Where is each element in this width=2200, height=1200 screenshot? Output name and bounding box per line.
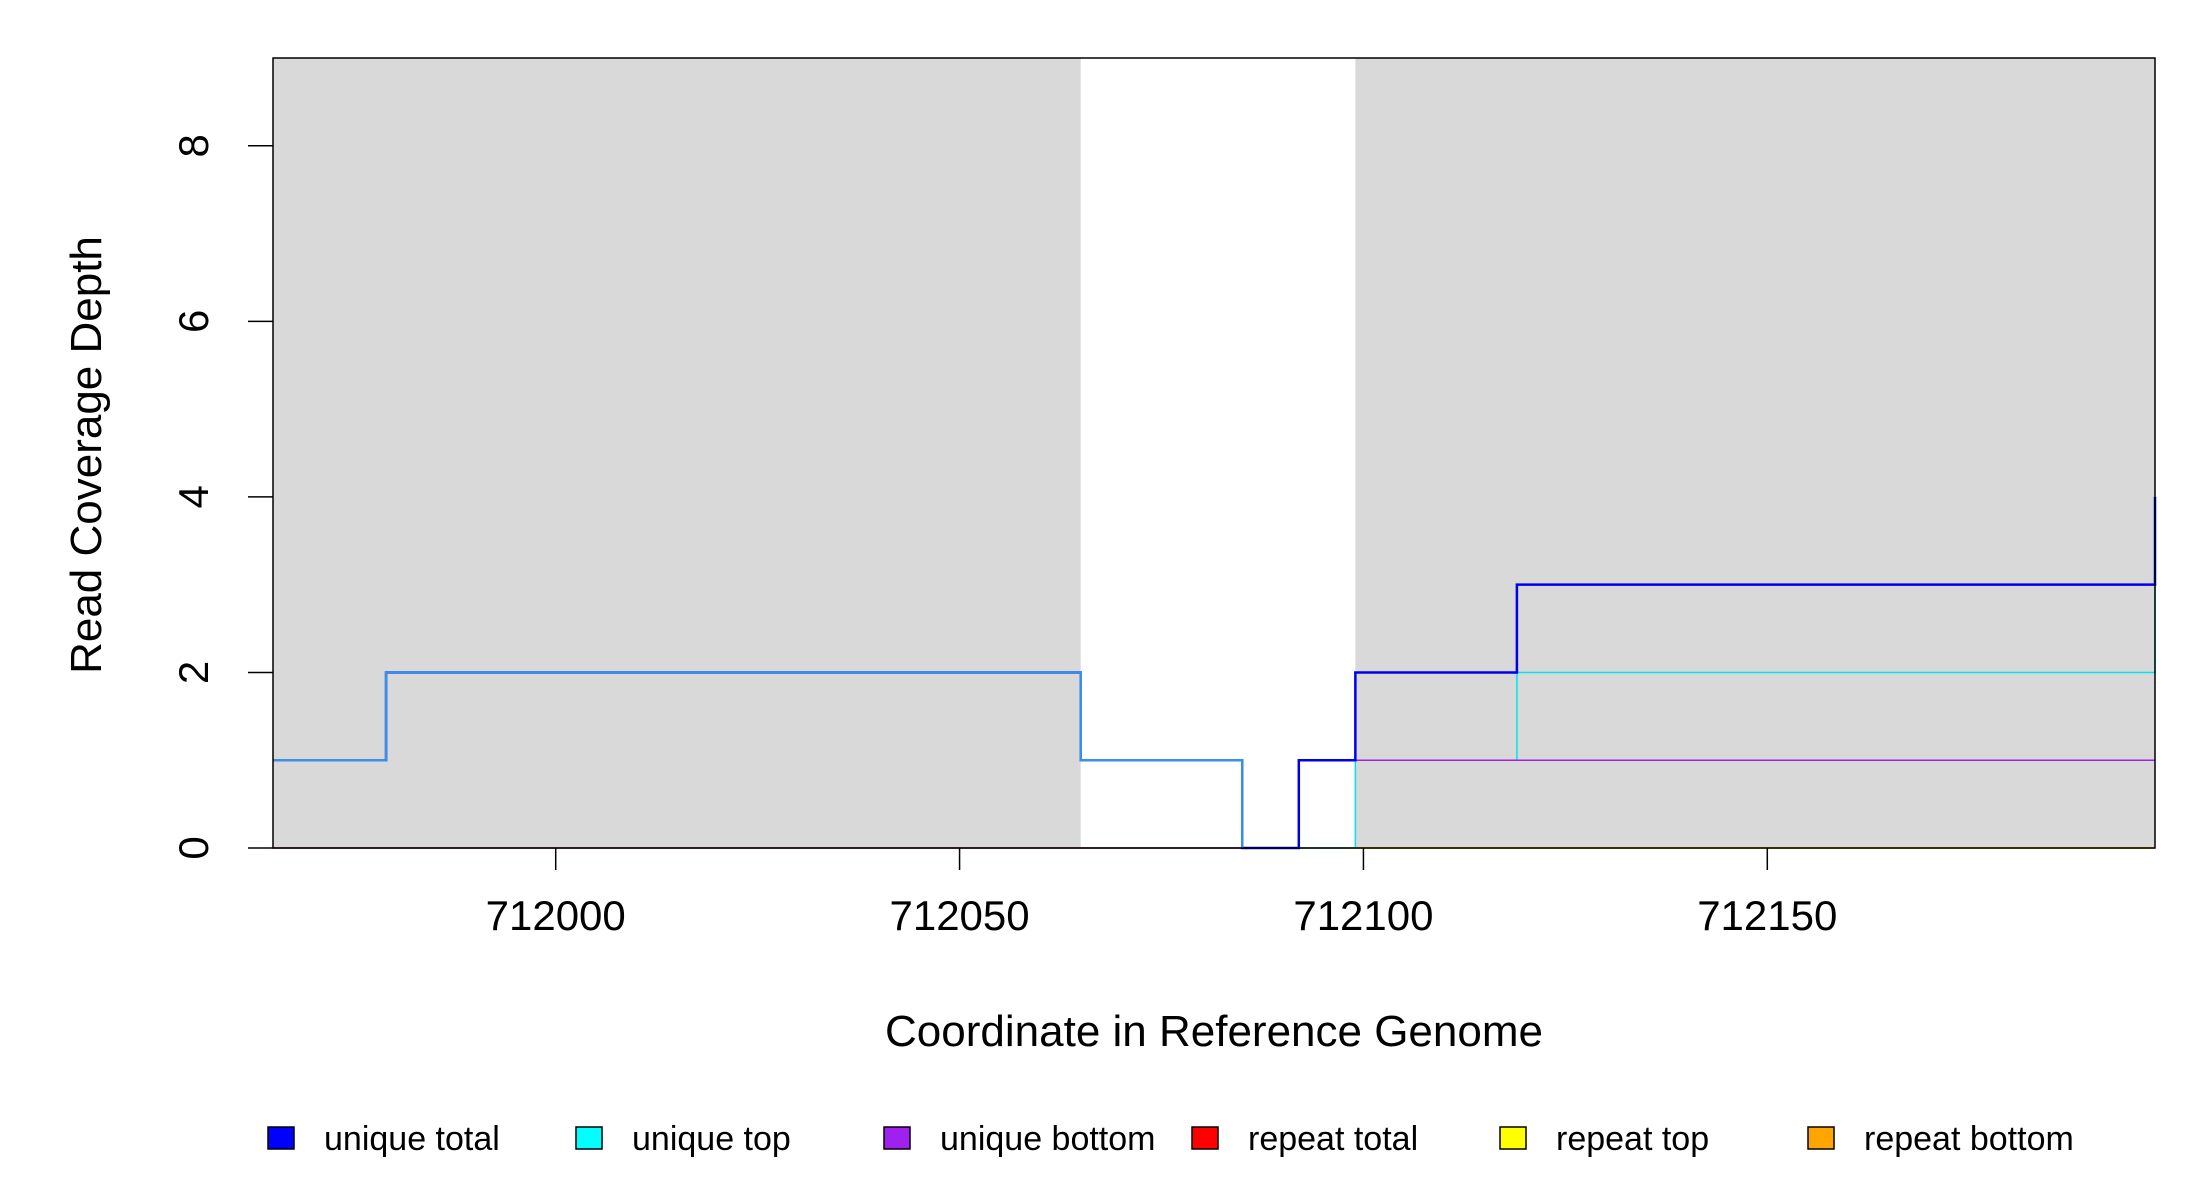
y-tick-label: 4 — [170, 485, 217, 508]
legend-label: repeat total — [1248, 1120, 1418, 1158]
legend-label: unique total — [324, 1120, 500, 1158]
legend-swatch — [267, 1126, 295, 1150]
legend-item-repeat-top: repeat top — [1499, 1120, 1709, 1158]
legend: unique total unique top unique bottom repea… — [267, 1120, 2074, 1158]
y-tick-label: 2 — [170, 661, 217, 684]
legend-label: repeat top — [1556, 1120, 1709, 1158]
legend-item-unique-total: unique total — [267, 1120, 500, 1158]
x-tick-label: 712050 — [889, 892, 1029, 939]
y-tick-label: 0 — [170, 836, 217, 859]
legend-swatch — [883, 1126, 911, 1150]
legend-swatch — [1499, 1126, 1527, 1150]
y-tick-label: 8 — [170, 134, 217, 157]
shaded-region-2 — [1355, 58, 2155, 848]
y-axis-title: Read Coverage Depth — [62, 236, 111, 674]
y-axis: 0 2 4 6 8 — [170, 134, 273, 860]
legend-item-repeat-total: repeat total — [1191, 1120, 1418, 1158]
x-tick-label: 712100 — [1293, 892, 1433, 939]
shaded-regions — [273, 58, 2155, 848]
x-tick-label: 712000 — [486, 892, 626, 939]
x-tick-label: 712150 — [1697, 892, 1837, 939]
legend-label: unique top — [632, 1120, 791, 1158]
legend-swatch — [1807, 1126, 1835, 1150]
legend-swatch — [1191, 1126, 1219, 1150]
series-unique-overlap — [273, 671, 1244, 848]
legend-swatch — [575, 1126, 603, 1150]
legend-label: repeat bottom — [1864, 1120, 2074, 1158]
x-axis: 712000 712050 712100 712150 — [486, 848, 1837, 939]
legend-item-repeat-bottom: repeat bottom — [1807, 1120, 2074, 1158]
shaded-region-1 — [273, 58, 1081, 848]
y-tick-label: 6 — [170, 310, 217, 333]
x-axis-title: Coordinate in Reference Genome — [885, 1007, 1543, 1056]
legend-item-unique-bottom: unique bottom — [883, 1120, 1156, 1158]
legend-label: unique bottom — [940, 1120, 1156, 1158]
legend-item-unique-top: unique top — [575, 1120, 791, 1158]
plot-frame — [272, 57, 2156, 849]
